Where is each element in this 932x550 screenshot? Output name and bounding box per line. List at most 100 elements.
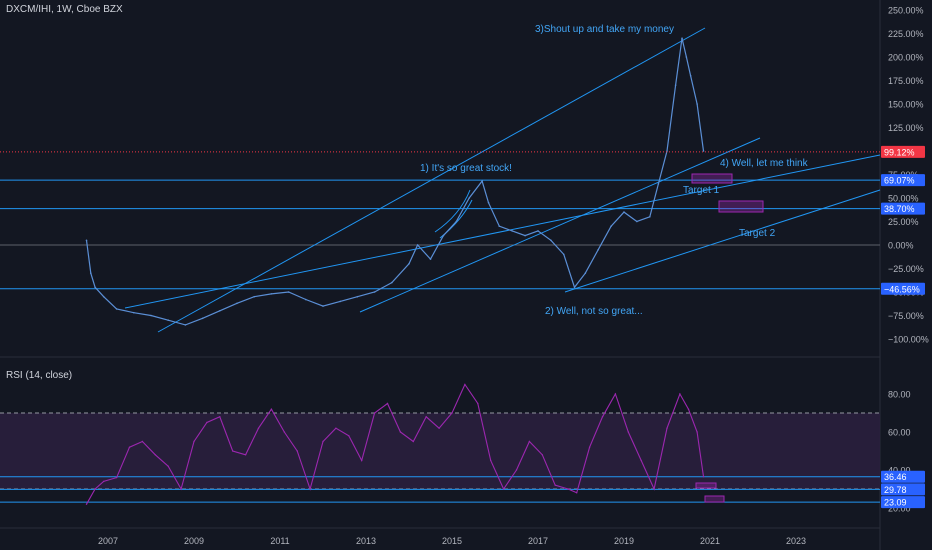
annotation-target-1[interactable]: Target 1 [683,185,720,196]
rsi-level-badge-2-bg [881,496,925,509]
time-tick-label: 2023 [786,536,806,546]
trend-line-major[interactable] [157,27,706,333]
rsi-level-badge-0-text: 36.46 [884,472,907,482]
price-series [85,37,705,326]
price-point [597,248,599,251]
symbol-header[interactable]: DXCM/IHI, 1W, Cboe BZX [6,4,123,15]
target-2-box[interactable] [718,200,764,213]
rsi-level-badge-1-text: 29.78 [884,485,907,495]
arc-arrow-1[interactable] [434,189,471,233]
price-tick-label: 175.00% [888,76,924,86]
price-badges: 99.12% 69.07% 38.70% −46.56% 36.46 29.78 23.09 [881,145,925,509]
price-point [201,317,204,320]
price-point [391,281,393,284]
rsi-point [679,393,681,395]
trend-lines [124,27,881,333]
price-point [573,286,576,289]
rsi-axis[interactable]: 80.00 60.00 40.00 20.00 [888,390,911,514]
price-tick-label: −25.00% [888,264,924,274]
time-tick-label: 2011 [270,536,289,546]
rsi-point [154,454,156,456]
time-tick-label: 2009 [184,536,204,546]
rsi-level-badge-2-text: 23.09 [884,498,907,508]
rsi-point [141,440,144,443]
rsi-point [576,492,578,494]
price-point [150,314,152,317]
price-point [563,253,565,256]
rsi-header[interactable]: RSI (14, close) [6,370,73,381]
price-point [550,239,552,242]
price-point [537,230,539,232]
rsi-point [193,440,195,443]
rsi-point [167,465,169,467]
rsi-point [687,408,690,410]
price-point [429,258,432,260]
rsi-target-2-box[interactable] [704,495,725,503]
price-tick-label: 0.00% [888,241,914,251]
price-tick-label: 25.00% [888,217,919,227]
rsi-point [627,431,629,433]
level-badge-1-text: 38.70% [884,204,915,214]
time-tick-label: 2015 [442,536,462,546]
rsi-point [666,427,668,429]
rsi-point [283,431,285,433]
rsi-point [335,427,337,429]
rsi-band-group [0,412,880,490]
rsi-point [103,480,105,483]
price-point [674,84,677,86]
rsi-point [115,476,118,479]
rsi-target-1-box[interactable] [695,482,717,489]
price-point [416,244,419,246]
level-badge-3-text: −46.56% [884,284,920,294]
target-1-box[interactable] [691,173,733,184]
rsi-point [232,450,234,452]
rsi-point [567,488,569,490]
trend-line-upper-channel[interactable] [124,154,881,309]
price-point [511,230,513,232]
price-point [102,295,105,298]
price-point [270,293,273,295]
price-point [339,300,342,303]
level-badge-1-bg [881,202,925,215]
annotation-shout[interactable]: 3)Shout up and take my money [535,24,674,35]
rsi-point [219,416,221,418]
price-point [356,295,359,298]
target-boxes [691,173,764,503]
annotation-target-2[interactable]: Target 2 [739,228,776,239]
time-axis[interactable]: 2007 2009 2011 2013 2015 2017 2019 2021 2023 [98,536,806,546]
rsi-point [361,459,363,462]
rsi-point [490,459,492,462]
price-tick-label: −75.00% [888,311,924,321]
price-point [373,291,376,293]
rsi-series [85,383,705,505]
price-point [498,225,501,227]
time-tick-label: 2021 [700,536,720,546]
rsi-point [515,469,518,471]
rsi-point [386,402,389,405]
rsi-point [438,427,440,429]
trend-line-lower-channel[interactable] [564,189,881,293]
price-line [85,38,705,326]
rsi-point [696,431,698,433]
price-point [90,272,92,275]
rsi-point [640,459,642,462]
rsi-point [257,427,260,429]
annotation-great-stock[interactable]: 1) It's so great stock! [420,163,512,174]
rsi-point [477,402,479,405]
rsi-point [206,421,208,424]
rsi-point [296,450,298,452]
rsi-level-badge-0-bg [881,470,925,483]
rsi-point [451,412,453,414]
rsi-point [412,440,414,443]
last-price-badge-bg [881,145,925,158]
annotation-not-so-great[interactable]: 2) Well, not so great... [545,306,643,317]
trend-line-rising[interactable] [359,137,761,313]
price-tick-label: 50.00% [888,194,919,204]
rsi-point [588,446,591,448]
rsi-point [601,416,604,418]
annotation-let-me-think[interactable]: 4) Well, let me think [720,158,809,169]
price-point [442,234,445,237]
price-point [481,180,483,182]
rsi-tick-label: 80.00 [888,390,911,400]
